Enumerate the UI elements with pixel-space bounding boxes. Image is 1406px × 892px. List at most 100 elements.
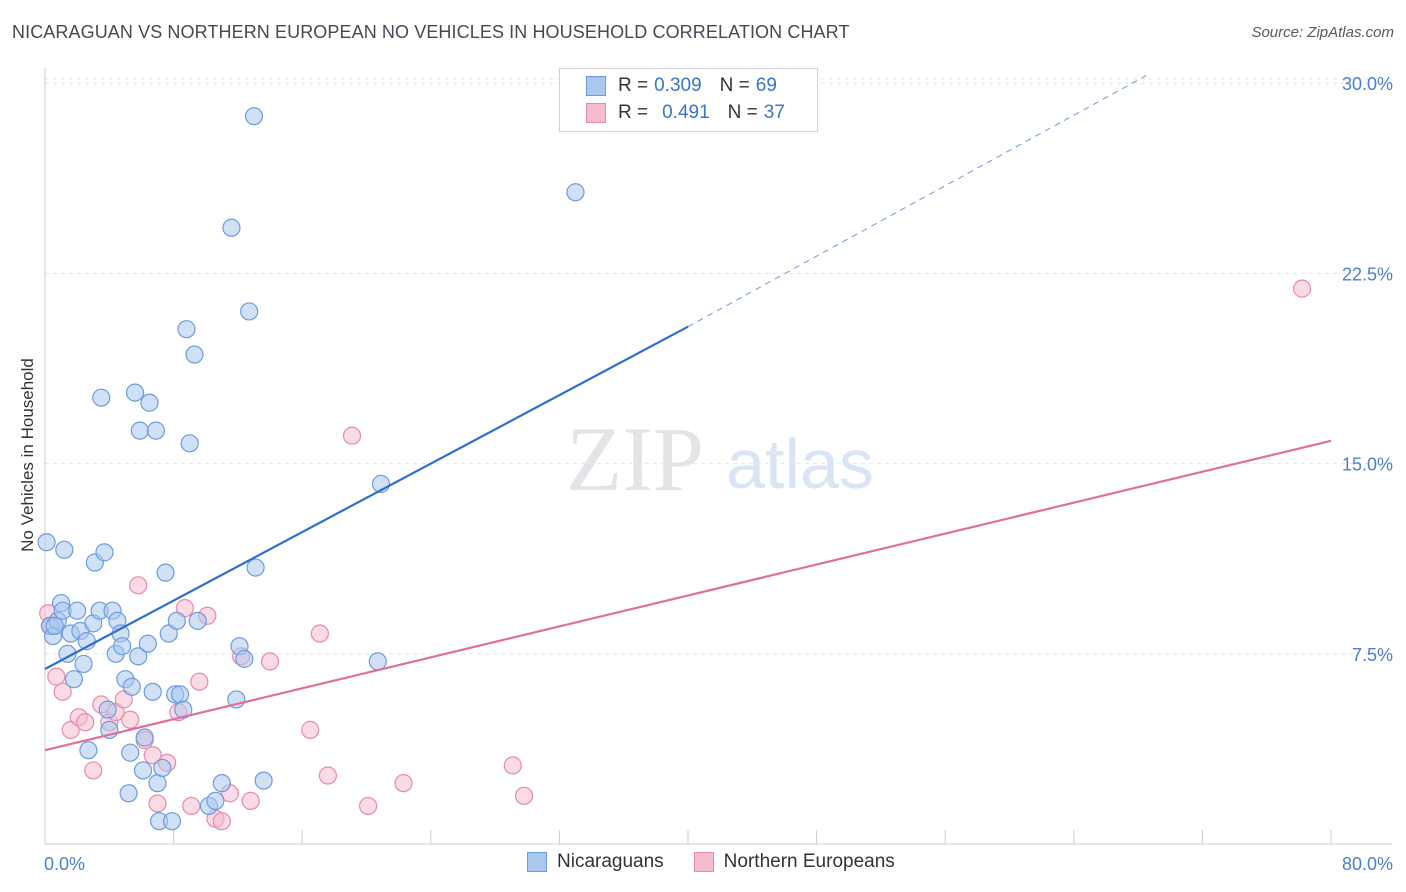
nicaraguan-point xyxy=(148,774,167,793)
nicaraguan-point xyxy=(153,758,172,778)
y-tick-label: 15.0% xyxy=(1342,455,1393,475)
nicaraguan-point xyxy=(37,533,56,552)
series-nicaraguans xyxy=(37,107,585,831)
tick-labels: 7.5% 15.0% 22.5% 30.0% 0.0% 80.0% xyxy=(44,74,1393,874)
nicaraguan-point xyxy=(368,652,387,671)
nicaraguan-point xyxy=(566,183,585,202)
legend-row-northern-europeans: R = 0.491 N = 37 xyxy=(586,100,785,126)
northern-european-point xyxy=(301,720,320,739)
axes xyxy=(44,68,1392,845)
nicaraguan-point xyxy=(119,784,138,803)
northern-european-point xyxy=(129,576,148,595)
northern-european-point xyxy=(84,761,103,780)
nicaraguan-point xyxy=(64,670,84,689)
nicaraguan-point xyxy=(140,393,159,412)
nicaraguan-point xyxy=(121,743,140,762)
nicaraguan-point xyxy=(92,388,111,407)
legend-r-value: 0.491 xyxy=(662,102,710,123)
x-tick-label: 80.0% xyxy=(1342,854,1393,874)
nicaraguan-point xyxy=(122,677,141,696)
nicaraguan-point xyxy=(206,791,225,810)
northern-european-point xyxy=(1292,279,1312,298)
watermark-zip: ZIP xyxy=(566,408,704,510)
nicaraguan-point xyxy=(125,383,145,402)
legend-swatch-pink xyxy=(693,852,714,872)
legend-swatch-blue xyxy=(527,852,547,872)
nicaraguan-point xyxy=(113,637,132,656)
nicaraguan-point xyxy=(45,616,64,636)
northern-european-point xyxy=(318,766,338,785)
watermark: ZIP atlas xyxy=(566,408,874,510)
northern-european-point xyxy=(342,426,362,445)
legend-label: Northern Europeans xyxy=(723,851,895,872)
trend-lines xyxy=(44,75,1332,752)
source-label: Source: ZipAtlas.com xyxy=(1251,24,1394,41)
series-northern-europeans xyxy=(39,279,1312,831)
nicaraguan-point xyxy=(74,654,93,674)
northern-european-point xyxy=(76,713,95,732)
nicaraguan-point xyxy=(143,682,162,701)
northern-european-point xyxy=(503,756,522,775)
nicaraguan-point xyxy=(130,421,149,440)
legend-n-label: N = xyxy=(727,102,758,123)
northern-european-point xyxy=(182,796,201,816)
nicaraguan-point xyxy=(129,647,148,666)
nicaraguan-point xyxy=(138,634,157,653)
nicaraguan-point xyxy=(55,540,74,559)
nicaraguan-point xyxy=(240,302,259,321)
legend-r-value: 0.309 xyxy=(654,75,702,96)
northern-european-point xyxy=(190,672,209,691)
northern-european-point xyxy=(394,774,413,793)
northern-european-point xyxy=(47,667,66,686)
nicaraguan-point xyxy=(135,728,154,747)
legend-item-nicaraguans[interactable]: Nicaraguans xyxy=(527,851,664,873)
northern-european-point xyxy=(121,710,140,729)
northern-european-point xyxy=(53,682,72,701)
y-tick-label: 22.5% xyxy=(1342,264,1393,284)
nicaraguan-point xyxy=(162,812,182,831)
northern-european-point xyxy=(310,624,329,643)
northern-european-point xyxy=(212,812,231,831)
nicaraguan-point xyxy=(180,434,199,453)
legend-label: Nicaraguans xyxy=(557,851,664,872)
nicaraguan-point xyxy=(174,700,193,719)
legend-n-value: 69 xyxy=(755,75,777,96)
legend-item-northern-europeans[interactable]: Northern Europeans xyxy=(693,851,895,873)
nicaraguan-point xyxy=(177,320,196,339)
northern-european-point xyxy=(260,652,280,671)
nicaraguan-point xyxy=(222,218,241,237)
legend-r-label: R = xyxy=(618,75,649,96)
nicaraguan-point xyxy=(188,611,207,630)
nicaraguan-point xyxy=(235,649,254,668)
nicaraguan-point xyxy=(246,558,265,577)
y-tick-label: 7.5% xyxy=(1352,645,1393,665)
trend-line-northern-europeans xyxy=(44,439,1332,752)
northern-european-point xyxy=(359,796,378,816)
watermark-atlas: atlas xyxy=(726,425,874,503)
legend-n-label: N = xyxy=(719,75,750,96)
chart-title: NICARAGUAN VS NORTHERN EUROPEAN NO VEHIC… xyxy=(12,22,850,42)
nicaraguan-point xyxy=(167,611,186,630)
nicaraguan-point xyxy=(95,543,114,562)
nicaraguan-point xyxy=(244,107,264,126)
correlation-legend: R = 0.309 N = 69 R = 0.491 N = 37 xyxy=(559,68,818,132)
nicaraguan-point xyxy=(254,771,273,790)
x-tick-label: 0.0% xyxy=(44,854,85,874)
legend-swatch-pink xyxy=(586,103,606,123)
nicaraguan-point xyxy=(170,685,190,704)
northern-european-point xyxy=(148,794,167,813)
nicaraguan-point xyxy=(212,774,231,793)
nicaraguan-point xyxy=(146,421,166,440)
northern-european-point xyxy=(241,791,260,810)
nicaraguan-point xyxy=(79,741,98,760)
y-tick-label: 30.0% xyxy=(1342,74,1393,94)
nicaraguan-point xyxy=(68,601,87,620)
legend-swatch-blue xyxy=(586,76,606,96)
trend-line-nicaraguans xyxy=(44,325,689,670)
legend-r-label: R = xyxy=(618,102,649,123)
series-legend: Nicaraguans Northern Europeans xyxy=(527,851,925,873)
legend-n-value: 37 xyxy=(763,102,785,123)
northern-european-point xyxy=(143,746,162,765)
legend-row-nicaraguans: R = 0.309 N = 69 xyxy=(586,73,777,99)
